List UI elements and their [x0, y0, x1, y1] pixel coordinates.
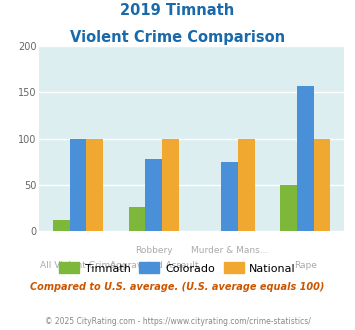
Bar [238, 139, 255, 231]
Bar [280, 185, 297, 231]
Bar [86, 139, 103, 231]
Text: Violent Crime Comparison: Violent Crime Comparison [70, 30, 285, 45]
Text: © 2025 CityRating.com - https://www.cityrating.com/crime-statistics/: © 2025 CityRating.com - https://www.city… [45, 317, 310, 326]
Text: Compared to U.S. average. (U.S. average equals 100): Compared to U.S. average. (U.S. average … [30, 282, 325, 292]
Bar [53, 220, 70, 231]
Legend: Timnath, Colorado, National: Timnath, Colorado, National [55, 258, 300, 278]
Bar [129, 207, 146, 231]
Text: Rape: Rape [294, 261, 317, 270]
Bar [221, 162, 238, 231]
Text: Robbery: Robbery [135, 246, 173, 255]
Bar [146, 159, 162, 231]
Text: Murder & Mans...: Murder & Mans... [191, 246, 268, 255]
Text: Aggravated Assault: Aggravated Assault [110, 261, 198, 270]
Bar [162, 139, 179, 231]
Bar [297, 86, 314, 231]
Bar [70, 139, 86, 231]
Text: All Violent Crime: All Violent Crime [40, 261, 116, 270]
Bar [314, 139, 331, 231]
Text: 2019 Timnath: 2019 Timnath [120, 3, 235, 18]
